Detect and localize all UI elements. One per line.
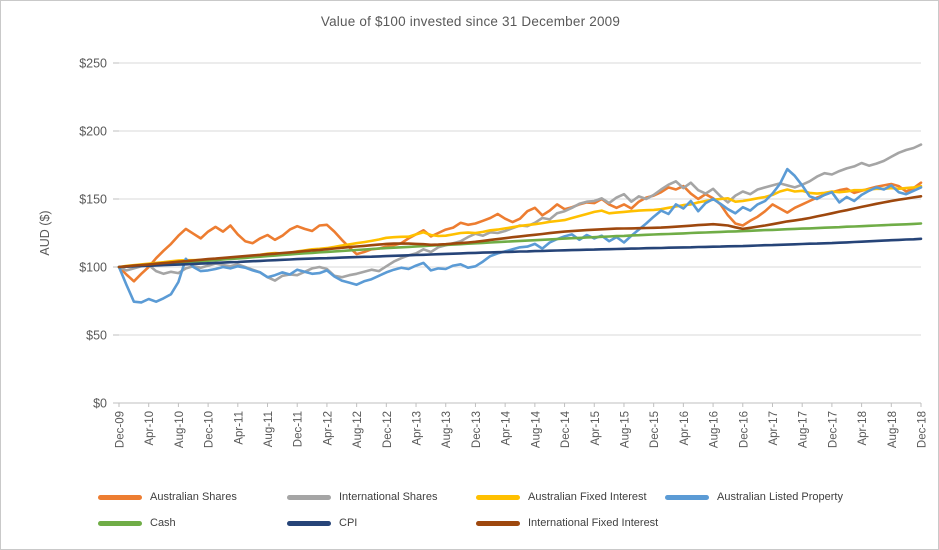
gridlines [113, 62, 921, 404]
x-tick-label: Aug-18 [887, 411, 899, 448]
x-tick-label: Dec-10 [204, 411, 216, 448]
series-line-australian-shares [117, 181, 923, 283]
x-tick-label: Dec-13 [471, 411, 483, 448]
series-line-international-shares [117, 143, 923, 282]
x-tick-label: Aug-13 [441, 411, 453, 448]
legend-item-australian-shares: Australian Shares [98, 490, 237, 504]
legend-swatch [665, 494, 709, 500]
x-tick-label: Aug-15 [619, 411, 631, 448]
legend-item-cash: Cash [98, 516, 176, 530]
x-axis-labels: Dec-09 Apr-10 Aug-10 Dec-10 Apr-11 Aug-11 Dec-… [115, 403, 929, 448]
chart-title: Value of $100 invested since 31 December… [320, 14, 621, 29]
y-axis-labels: $0 $50 $100 $150 $200 $250 [79, 57, 107, 411]
x-tick-label: Dec-16 [738, 411, 750, 448]
legend-item-international-fixed-interest: International Fixed Interest [476, 516, 658, 530]
x-tick-label: Apr-17 [768, 411, 780, 446]
x-tick-label: Dec-11 [293, 411, 305, 447]
x-tick-label: Apr-13 [412, 411, 424, 446]
x-tick-label: Dec-09 [115, 411, 127, 448]
series-lines [117, 143, 923, 304]
legend-swatch [476, 520, 520, 526]
legend-label: Cash [150, 517, 176, 529]
legend-label: CPI [339, 517, 358, 529]
legend-swatch [476, 494, 520, 500]
x-tick-label: Dec-12 [382, 411, 394, 448]
x-tick-label: Dec-18 [917, 411, 929, 448]
legend-label: Australian Fixed Interest [528, 491, 647, 503]
y-tick-label: $50 [86, 329, 107, 343]
legend-item-international-shares: International Shares [287, 490, 437, 504]
series-line-australian-listed-property [117, 167, 923, 304]
x-tick-label: Aug-17 [798, 411, 810, 448]
x-tick-label: Dec-17 [827, 411, 839, 448]
y-axis-title: AUD ($) [38, 210, 52, 255]
legend-swatch [98, 494, 142, 500]
legend-swatch [98, 520, 142, 526]
y-tick-label: $100 [79, 261, 107, 275]
legend-label: International Fixed Interest [528, 517, 659, 529]
series-line-international-fixed-interest [117, 195, 923, 269]
legend-swatch [287, 520, 331, 526]
series-line-cash [117, 222, 923, 269]
y-tick-label: $200 [79, 125, 107, 139]
legend-item-australian-listed-property: Australian Listed Property [665, 490, 843, 504]
x-tick-label: Dec-14 [560, 410, 572, 448]
x-tick-label: Apr-11 [233, 411, 245, 445]
x-tick-label: Dec-15 [649, 411, 661, 448]
x-tick-label: Apr-12 [322, 411, 334, 446]
x-tick-label: Aug-10 [174, 411, 186, 448]
x-tick-label: Apr-16 [679, 411, 691, 446]
legend-label: Australian Listed Property [717, 491, 843, 503]
x-tick-label: Aug-14 [530, 410, 542, 448]
x-tick-label: Apr-18 [857, 411, 869, 446]
y-tick-label: $150 [79, 193, 107, 207]
legend-item-cpi: CPI [287, 516, 357, 530]
x-tick-label: Aug-16 [709, 411, 721, 448]
series-line-australian-fixed-interest [117, 184, 923, 269]
y-tick-label: $250 [79, 57, 107, 71]
legend-item-australian-fixed-interest: Australian Fixed Interest [476, 490, 647, 504]
x-tick-label: Apr-15 [590, 411, 602, 446]
x-tick-label: Aug-12 [352, 411, 364, 448]
x-tick-label: Apr-14 [501, 410, 513, 445]
legend-swatch [287, 494, 331, 500]
x-tick-label: Aug-11 [263, 411, 275, 447]
x-tick-label: Apr-10 [144, 411, 156, 446]
legend-label: International Shares [339, 491, 438, 503]
series-line-cpi [117, 237, 923, 269]
legend-label: Australian Shares [150, 491, 237, 503]
y-tick-label: $0 [93, 397, 107, 411]
